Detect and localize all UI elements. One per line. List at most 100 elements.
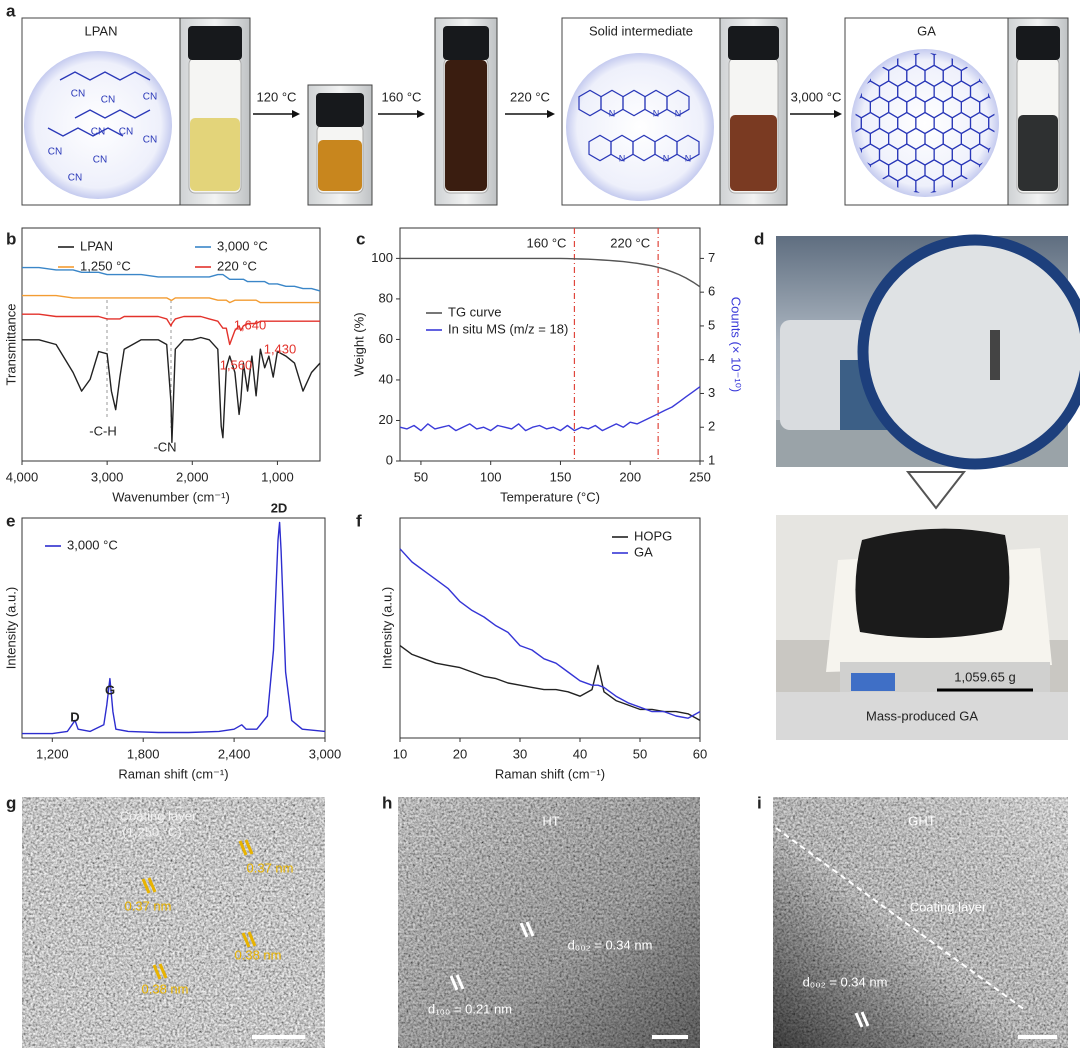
annotation: -C-H <box>89 423 116 438</box>
y-tick-label: 100 <box>371 250 393 265</box>
lattice-marker <box>247 931 257 947</box>
vial-cap <box>188 26 242 60</box>
x-tick-label: 60 <box>693 746 707 761</box>
annotation: 1,560 <box>220 357 253 372</box>
molecule-ring <box>825 176 843 197</box>
lattice-marker <box>241 932 251 948</box>
box-title: LPAN <box>85 23 118 38</box>
molecule-label: CN <box>143 92 157 103</box>
vial-content <box>190 118 240 191</box>
micrograph-label: GHT <box>908 813 936 828</box>
lattice-marker <box>455 974 465 990</box>
y-axis-title: Transmittance <box>3 304 18 386</box>
panel-label: g <box>6 793 16 812</box>
legend-label: TG curve <box>448 304 501 319</box>
molecule-label: N <box>609 108 616 118</box>
series-line <box>399 645 701 722</box>
scale-display <box>851 673 895 691</box>
vial-content <box>318 140 362 191</box>
panel-label: e <box>6 511 15 530</box>
arrow-label: 3,000 °C <box>791 89 842 104</box>
x-tick-label: 50 <box>633 746 647 761</box>
arrow-label: 220 °C <box>510 89 550 104</box>
molecule-label: CN <box>101 95 115 106</box>
x-tick-label: 50 <box>414 469 428 484</box>
x-tick-label: 2,000 <box>176 469 209 484</box>
micrograph-label: 0.37 nm <box>247 860 294 875</box>
micrograph-label: Coating layer <box>120 808 197 823</box>
panel-label: i <box>757 793 762 812</box>
lattice-marker <box>141 878 151 894</box>
peak-label: 2D <box>271 500 288 515</box>
series-line <box>399 548 701 719</box>
molecule-label: N <box>653 108 660 118</box>
vial-cap <box>1016 26 1060 60</box>
micrograph-label: Coating layer <box>910 899 987 914</box>
micrograph-shade <box>398 797 700 1048</box>
annotation: 1,430 <box>264 341 297 356</box>
micrograph-label: 0.38 nm <box>235 947 282 962</box>
lattice-marker <box>525 921 535 937</box>
x-tick-label: 150 <box>550 469 572 484</box>
scale-label: 1,059.65 g <box>954 669 1015 684</box>
x-tick-label: 200 <box>619 469 641 484</box>
molecule-label: CN <box>91 127 105 138</box>
caption: Mass-produced GA <box>866 708 978 723</box>
legend-label: GA <box>634 544 653 559</box>
micrograph-label: d₀₀₂ = 0.34 nm <box>803 974 888 989</box>
x-tick-label: 20 <box>453 746 467 761</box>
lattice-marker <box>860 1011 870 1027</box>
x-tick-label: 250 <box>689 469 711 484</box>
x-axis-title: Wavenumber (cm⁻¹) <box>112 489 230 504</box>
caption-box <box>776 692 1068 740</box>
legend-label: 3,000 °C <box>67 537 118 552</box>
legend-label: 1,250 °C <box>80 258 131 273</box>
lattice-marker <box>158 963 168 979</box>
panel-label: d <box>754 229 764 248</box>
annotation: -CN <box>153 439 176 454</box>
vial-cap <box>443 26 489 60</box>
molecule-label: CN <box>93 155 107 166</box>
x-tick-label: 3,000 <box>91 469 124 484</box>
legend-label: In situ MS (m/z = 18) <box>448 321 568 336</box>
micrograph <box>22 797 325 1048</box>
y2-tick-label: 1 <box>708 452 715 467</box>
series-line <box>22 521 326 735</box>
molecule-glow <box>24 51 172 199</box>
y-tick-label: 80 <box>379 290 393 305</box>
molecule-ring <box>825 50 843 71</box>
peak-label: G <box>105 682 115 697</box>
y2-tick-label: 4 <box>708 351 715 366</box>
micrograph-label: 0.37 nm <box>125 898 172 913</box>
vial-content <box>445 60 487 191</box>
x-axis-title: Temperature (°C) <box>500 489 600 504</box>
arrow-head <box>417 110 425 118</box>
plot-frame <box>399 517 701 739</box>
legend-label: 3,000 °C <box>217 238 268 253</box>
y-axis-title: Weight (%) <box>351 312 366 376</box>
molecule-label: N <box>619 153 626 163</box>
series-line <box>399 386 701 432</box>
micrograph-label: HT <box>542 813 559 828</box>
panel-label: f <box>356 511 362 530</box>
interface-line <box>775 827 1026 1011</box>
x-tick-label: 30 <box>513 746 527 761</box>
panel-label: h <box>382 793 392 812</box>
arrow-label: 120 °C <box>257 89 297 104</box>
series-line <box>22 313 320 346</box>
vial-content <box>730 115 777 191</box>
y2-tick-label: 6 <box>708 284 715 299</box>
legend-label: HOPG <box>634 528 672 543</box>
legend-label: LPAN <box>80 238 113 253</box>
panel-label: a <box>6 1 16 20</box>
box-title: GA <box>917 23 936 38</box>
y2-tick-label: 2 <box>708 419 715 434</box>
micrograph-label: d₀₀₂ = 0.34 nm <box>568 937 653 952</box>
lattice-marker <box>147 877 157 893</box>
product-bag <box>855 528 1010 639</box>
lattice-marker <box>244 839 254 855</box>
x-tick-label: 4,000 <box>6 469 39 484</box>
molecule-bond <box>59 71 151 81</box>
arrow-label: 160 °C <box>382 89 422 104</box>
